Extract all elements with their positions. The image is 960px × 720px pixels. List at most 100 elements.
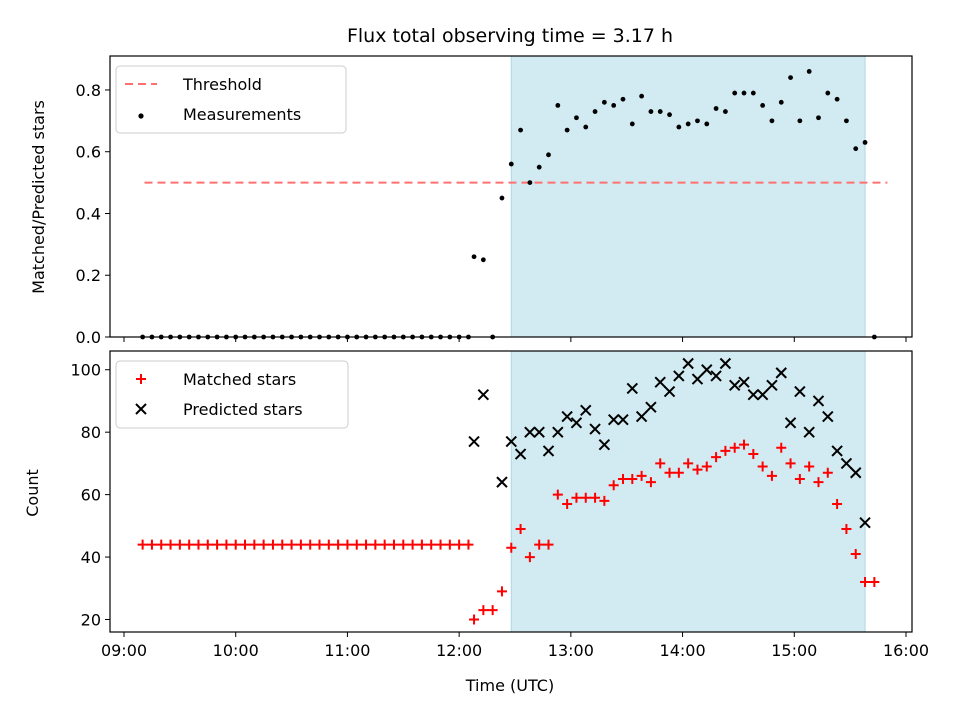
matched-point: [342, 539, 353, 550]
x-tick-label: 09:00: [101, 641, 147, 660]
measurement-point: [844, 118, 849, 124]
count-y-tick-label: 60: [81, 486, 101, 505]
matched-point: [496, 586, 507, 597]
matched-point: [562, 498, 573, 509]
measurement-point: [518, 127, 523, 133]
measurement-point: [788, 75, 793, 81]
measurement-point: [583, 124, 589, 130]
measurement-point: [601, 99, 607, 105]
predicted-point: [710, 370, 722, 382]
measurement-point: [760, 103, 766, 108]
count-legend-box: [115, 360, 349, 429]
predicted-point: [766, 379, 778, 392]
matched-point: [534, 539, 545, 550]
measurement-point: [574, 115, 579, 121]
ratio-legend-box: [115, 65, 347, 134]
count-panel: 20 40 60 80 100 09:00 10:00 11:00 12:00 13:00 14:0…: [70, 350, 929, 660]
count-y-tick-label: 20: [81, 611, 101, 630]
matched-point: [388, 539, 399, 550]
predicted-point: [775, 367, 787, 379]
predicted-point: [570, 417, 583, 429]
predicted-point: [514, 448, 527, 460]
matched-point: [860, 577, 871, 588]
predicted-point: [738, 376, 750, 388]
matched-point: [571, 492, 582, 503]
matched-point: [258, 539, 269, 550]
predicted-point: [682, 357, 694, 370]
matched-point: [552, 489, 563, 500]
measurement-point: [816, 115, 821, 121]
predicted-point: [691, 373, 704, 385]
matched-point: [701, 461, 712, 472]
matched-point: [426, 539, 437, 550]
matched-point: [212, 539, 223, 550]
matched-point: [249, 539, 260, 550]
measurement-point: [806, 69, 812, 74]
matched-point: [645, 477, 656, 488]
matched-point: [776, 442, 787, 453]
matched-point: [599, 495, 610, 506]
matched-point: [524, 552, 535, 563]
predicted-point: [607, 413, 620, 426]
predicted-point: [784, 417, 797, 429]
matched-point: [590, 492, 601, 503]
measurement-point: [769, 118, 775, 124]
matched-point: [655, 458, 666, 469]
matched-point: [230, 539, 241, 550]
matched-point: [370, 539, 381, 550]
x-tick-label: 10:00: [213, 641, 259, 660]
predicted-point: [850, 467, 862, 479]
matched-point: [323, 539, 334, 550]
measurement-point: [657, 109, 663, 114]
measurement-point: [639, 93, 645, 99]
measurement-point: [471, 254, 477, 260]
predicted-point: [756, 389, 769, 401]
measurement-point: [862, 140, 868, 145]
legend-predicted-swatch: [135, 403, 147, 415]
matched-point: [184, 539, 195, 550]
matched-point: [137, 539, 148, 550]
ratio-y-tick-label: 0.8: [76, 81, 101, 100]
measurement-point: [834, 96, 840, 102]
matched-point: [804, 461, 815, 472]
count-series-matched-stars: [137, 439, 880, 625]
legend-label: Predicted stars: [183, 400, 303, 419]
predicted-point: [477, 389, 490, 401]
measurement-point: [825, 90, 831, 96]
matched-point: [469, 614, 480, 625]
measurement-point: [695, 118, 700, 124]
matched-point: [794, 474, 805, 485]
matched-point: [627, 474, 638, 485]
matched-point: [692, 464, 703, 475]
measurement-point: [741, 90, 747, 96]
matched-point: [711, 452, 722, 463]
matched-point: [813, 477, 824, 488]
matched-point: [193, 539, 204, 550]
predicted-point: [663, 385, 676, 398]
measurement-point: [564, 127, 570, 133]
ratio-y-tick-label: 0.4: [76, 204, 101, 223]
matched-point: [221, 539, 232, 550]
matched-point: [398, 539, 409, 550]
matched-point: [146, 539, 157, 550]
predicted-point: [533, 426, 545, 438]
count-legend: Matched stars Predicted stars: [115, 360, 349, 429]
predicted-point: [831, 445, 843, 457]
matched-point: [748, 449, 759, 460]
matched-point: [673, 467, 684, 478]
matched-point: [361, 539, 372, 550]
matched-point: [869, 577, 880, 588]
ratio-observing-span: [510, 55, 866, 338]
count-y-tick-label: 80: [81, 423, 101, 442]
ratio-y-tick-label: 0.2: [76, 266, 101, 285]
chart-title: Flux total observing time = 3.17 h: [347, 25, 673, 47]
predicted-point: [803, 426, 815, 438]
x-tick-label: 15:00: [771, 641, 817, 660]
matched-point: [351, 539, 362, 550]
predicted-point: [822, 410, 834, 423]
measurement-point: [499, 195, 505, 201]
count-observing-span: [510, 350, 866, 633]
ratio-y-tick-label: 0.6: [76, 143, 101, 162]
predicted-point: [505, 435, 517, 448]
